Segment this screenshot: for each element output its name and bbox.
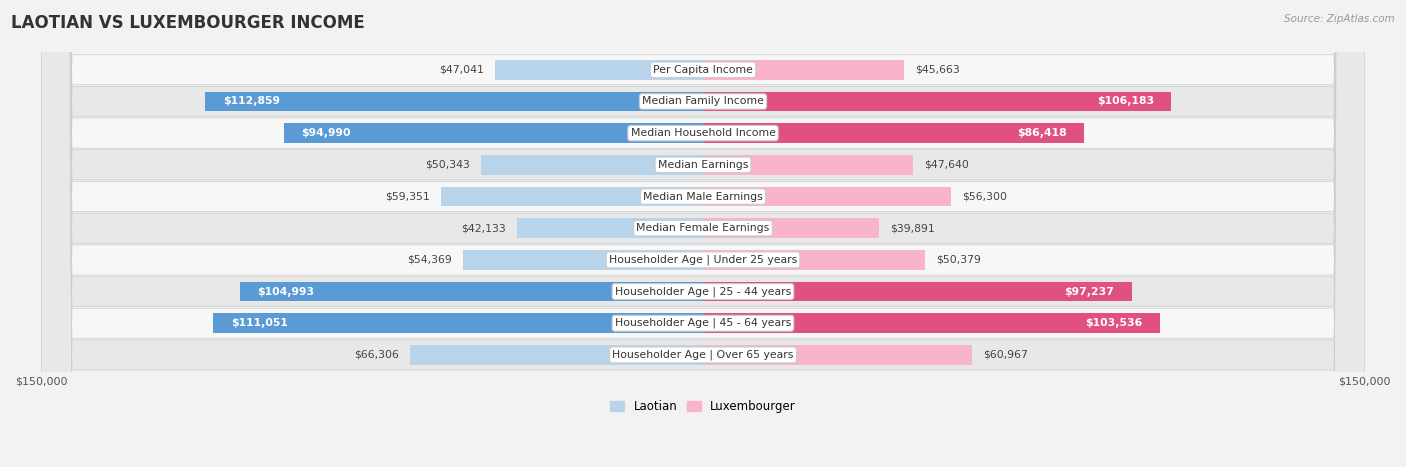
Bar: [703, 92, 1171, 111]
Text: $112,859: $112,859: [222, 97, 280, 106]
Text: Median Male Earnings: Median Male Earnings: [643, 191, 763, 202]
FancyBboxPatch shape: [41, 0, 1365, 467]
Text: Householder Age | 25 - 44 years: Householder Age | 25 - 44 years: [614, 286, 792, 297]
Bar: [411, 345, 703, 365]
Text: $50,379: $50,379: [936, 255, 981, 265]
FancyBboxPatch shape: [41, 0, 1365, 467]
Text: $47,640: $47,640: [924, 160, 969, 170]
Bar: [284, 123, 703, 143]
Bar: [703, 123, 1084, 143]
FancyBboxPatch shape: [41, 0, 1365, 467]
Text: Median Earnings: Median Earnings: [658, 160, 748, 170]
Bar: [481, 155, 703, 175]
Bar: [205, 92, 703, 111]
Bar: [703, 345, 972, 365]
Bar: [703, 250, 925, 270]
Text: Source: ZipAtlas.com: Source: ZipAtlas.com: [1284, 14, 1395, 24]
Text: Median Household Income: Median Household Income: [630, 128, 776, 138]
Bar: [463, 250, 703, 270]
FancyBboxPatch shape: [41, 0, 1365, 467]
Bar: [495, 60, 703, 79]
Text: $104,993: $104,993: [257, 287, 315, 297]
Bar: [214, 313, 703, 333]
Text: LAOTIAN VS LUXEMBOURGER INCOME: LAOTIAN VS LUXEMBOURGER INCOME: [11, 14, 366, 32]
Bar: [240, 282, 703, 301]
Text: $45,663: $45,663: [915, 65, 960, 75]
Text: $94,990: $94,990: [301, 128, 352, 138]
Text: $54,369: $54,369: [408, 255, 453, 265]
Text: $60,967: $60,967: [983, 350, 1028, 360]
Text: $66,306: $66,306: [354, 350, 399, 360]
Bar: [703, 282, 1132, 301]
Text: $103,536: $103,536: [1085, 318, 1142, 328]
Text: $50,343: $50,343: [425, 160, 470, 170]
Bar: [703, 60, 904, 79]
Bar: [517, 219, 703, 238]
Text: $56,300: $56,300: [962, 191, 1008, 202]
FancyBboxPatch shape: [41, 0, 1365, 467]
Bar: [703, 313, 1160, 333]
Text: Per Capita Income: Per Capita Income: [652, 65, 754, 75]
Text: $111,051: $111,051: [231, 318, 288, 328]
Bar: [703, 187, 952, 206]
Text: $47,041: $47,041: [440, 65, 485, 75]
Text: Median Family Income: Median Family Income: [643, 97, 763, 106]
Text: $86,418: $86,418: [1017, 128, 1067, 138]
Text: Householder Age | Over 65 years: Householder Age | Over 65 years: [612, 350, 794, 360]
FancyBboxPatch shape: [41, 0, 1365, 467]
FancyBboxPatch shape: [41, 0, 1365, 467]
FancyBboxPatch shape: [41, 0, 1365, 467]
Text: Householder Age | Under 25 years: Householder Age | Under 25 years: [609, 255, 797, 265]
Text: $97,237: $97,237: [1064, 287, 1115, 297]
Text: $106,183: $106,183: [1097, 97, 1154, 106]
Bar: [703, 155, 912, 175]
Text: Median Female Earnings: Median Female Earnings: [637, 223, 769, 233]
Bar: [441, 187, 703, 206]
Bar: [703, 219, 879, 238]
Text: $59,351: $59,351: [385, 191, 430, 202]
Text: $39,891: $39,891: [890, 223, 935, 233]
FancyBboxPatch shape: [41, 0, 1365, 467]
FancyBboxPatch shape: [41, 0, 1365, 467]
Text: Householder Age | 45 - 64 years: Householder Age | 45 - 64 years: [614, 318, 792, 328]
Legend: Laotian, Luxembourger: Laotian, Luxembourger: [605, 395, 801, 417]
Text: $42,133: $42,133: [461, 223, 506, 233]
